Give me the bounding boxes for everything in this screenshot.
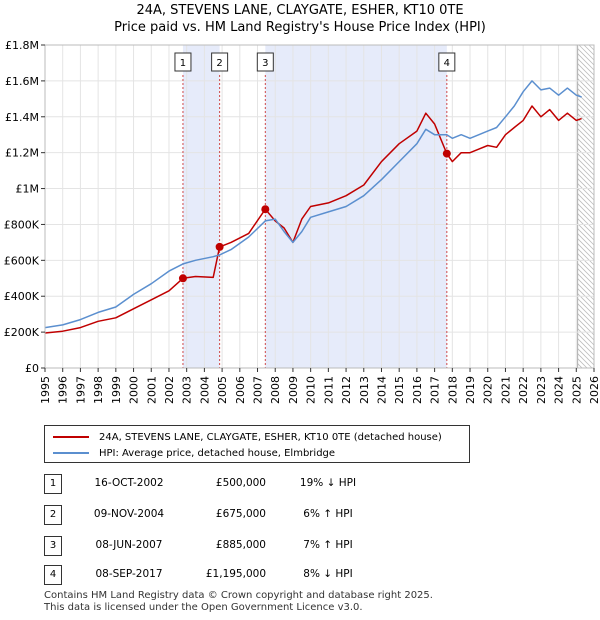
legend-swatch-property	[53, 436, 89, 438]
transaction-hpi: 8% ↓ HPI	[303, 568, 353, 580]
transaction-hpi: 6% ↑ HPI	[303, 508, 353, 520]
y-tick-label: £1M	[16, 183, 40, 196]
x-tick-label: 2016	[411, 376, 424, 404]
x-tick-label: 2018	[446, 376, 459, 404]
y-tick-label: £1.4M	[5, 111, 39, 124]
transaction-date: 16-OCT-2002	[94, 477, 164, 489]
legend-label-property: 24A, STEVENS LANE, CLAYGATE, ESHER, KT10…	[99, 431, 442, 443]
y-tick-label: £600K	[4, 254, 40, 267]
transaction-date: 09-NOV-2004	[93, 508, 165, 520]
x-tick-label: 2003	[181, 376, 194, 404]
x-tick-label: 2005	[216, 376, 229, 404]
x-tick-label: 2024	[553, 376, 566, 404]
transaction-hpi: 7% ↑ HPI	[303, 539, 353, 551]
transaction-row: 4 08-SEP-2017 £1,195,000 8% ↓ HPI	[0, 565, 600, 585]
legend: 24A, STEVENS LANE, CLAYGATE, ESHER, KT10…	[44, 425, 470, 463]
footer-copyright: Contains HM Land Registry data © Crown c…	[44, 590, 433, 601]
sale-event-label: 2	[216, 58, 222, 69]
transaction-row: 3 08-JUN-2007 £885,000 7% ↑ HPI	[0, 536, 600, 556]
transaction-hpi: 19% ↓ HPI	[299, 477, 357, 489]
legend-item-property: 24A, STEVENS LANE, CLAYGATE, ESHER, KT10…	[53, 430, 442, 444]
x-tick-label: 2012	[340, 376, 353, 404]
x-tick-label: 1996	[57, 376, 70, 404]
y-tick-label: £0	[25, 362, 39, 375]
sale-point	[442, 149, 451, 158]
x-tick-label: 1997	[74, 376, 87, 404]
transaction-price: £885,000	[215, 539, 266, 551]
x-tick-label: 2020	[482, 376, 495, 404]
x-tick-label: 2021	[499, 376, 512, 404]
x-tick-label: 2008	[269, 376, 282, 404]
x-tick-label: 2023	[535, 376, 548, 404]
x-tick-label: 2011	[322, 376, 335, 404]
sale-event-box	[211, 52, 229, 72]
transaction-row: 1 16-OCT-2002 £500,000 19% ↓ HPI	[0, 474, 600, 494]
shaded-period	[182, 45, 220, 368]
property-price-line	[44, 105, 582, 334]
transaction-date: 08-JUN-2007	[95, 539, 163, 551]
x-tick-label: 2002	[163, 376, 176, 404]
sale-point	[215, 242, 224, 251]
footer-notice: Contains HM Land Registry data © Crown c…	[44, 590, 433, 614]
legend-label-hpi: HPI: Average price, detached house, Elmb…	[99, 447, 336, 459]
sale-event-label: 1	[180, 58, 186, 69]
chart-subtitle: Price paid vs. HM Land Registry's House …	[114, 20, 486, 35]
sale-event-box	[256, 52, 274, 72]
x-tick-label: 2010	[305, 376, 318, 404]
x-tick-label: 2022	[517, 376, 530, 404]
y-tick-label: £400K	[4, 290, 40, 303]
transaction-number: 4	[44, 565, 62, 585]
sale-event-box	[174, 52, 192, 72]
x-tick-label: 1999	[110, 376, 123, 404]
x-tick-label: 2004	[198, 376, 211, 404]
x-tick-label: 2009	[287, 376, 300, 404]
x-tick-label: 2026	[588, 376, 600, 404]
transaction-row: 2 09-NOV-2004 £675,000 6% ↑ HPI	[0, 505, 600, 525]
x-tick-label: 2000	[128, 376, 141, 404]
x-tick-label: 2001	[145, 376, 158, 404]
y-tick-label: £800K	[4, 218, 40, 231]
legend-swatch-hpi	[53, 452, 89, 454]
x-tick-label: 2025	[570, 376, 583, 404]
legend-item-hpi: HPI: Average price, detached house, Elmb…	[53, 446, 335, 460]
sale-event-box	[438, 52, 456, 72]
transaction-number: 1	[44, 474, 62, 494]
x-tick-label: 2006	[234, 376, 247, 404]
plot-frame	[44, 44, 595, 369]
transaction-number: 3	[44, 536, 62, 556]
forecast-hatch	[577, 44, 595, 369]
chart-title: 24A, STEVENS LANE, CLAYGATE, ESHER, KT10…	[136, 3, 464, 18]
x-tick-label: 2014	[375, 376, 388, 404]
sale-event-label: 3	[262, 58, 268, 69]
price-chart: 1 2 3 4 £0 £200K £400K £600K £800K £1M £1.2M £1.4M…	[4, 39, 600, 404]
sale-event-label: 4	[444, 58, 450, 69]
footer-licence: This data is licensed under the Open Gov…	[44, 602, 363, 613]
sale-point	[261, 205, 270, 214]
y-tick-label: £1.8M	[5, 39, 39, 52]
y-tick-label: £1.6M	[5, 75, 39, 88]
hpi-line	[44, 80, 582, 329]
x-tick-label: 2013	[358, 376, 371, 404]
x-tick-label: 2017	[429, 376, 442, 404]
x-tick-label: 1998	[92, 376, 105, 404]
transaction-price: £1,195,000	[205, 568, 266, 580]
transaction-price: £500,000	[215, 477, 266, 489]
sale-point	[178, 274, 187, 283]
transaction-price: £675,000	[215, 508, 266, 520]
y-tick-label: £200K	[4, 326, 40, 339]
transaction-date: 08-SEP-2017	[95, 568, 163, 580]
y-tick-label: £1.2M	[5, 147, 39, 160]
x-tick-label: 2007	[252, 376, 265, 404]
x-tick-label: 2019	[464, 376, 477, 404]
x-tick-label: 1995	[39, 376, 52, 404]
transaction-number: 2	[44, 505, 62, 525]
x-tick-label: 2015	[393, 376, 406, 404]
